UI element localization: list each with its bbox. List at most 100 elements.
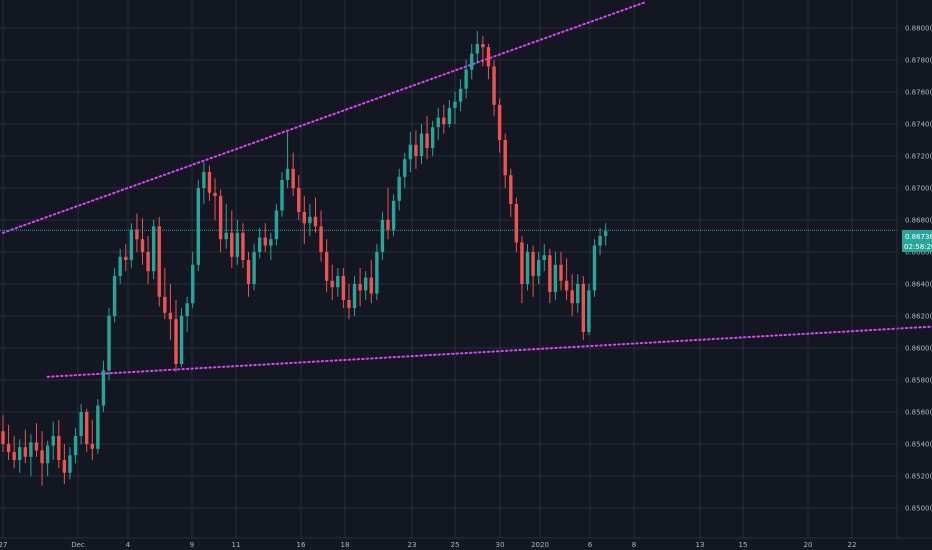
candle: [425, 116, 429, 160]
candle: [157, 216, 161, 307]
candle-body: [196, 188, 200, 265]
candle: [274, 204, 279, 246]
candle-body: [403, 159, 407, 177]
candle: [168, 284, 173, 340]
candle-body: [313, 216, 318, 227]
candle: [330, 264, 334, 300]
candle-body: [168, 312, 173, 320]
candle: [18, 439, 22, 473]
y-tick-label: 0.86800: [905, 217, 932, 225]
countdown-label: 02:58:20: [904, 243, 932, 251]
current-price-label: 0.86736: [905, 233, 932, 241]
candle-body: [101, 370, 106, 406]
candle-body: [230, 232, 234, 257]
candle: [263, 223, 267, 252]
candle: [598, 228, 602, 256]
candle: [364, 271, 368, 300]
candle: [280, 172, 284, 217]
candle-body: [458, 88, 463, 102]
candle-body: [531, 252, 535, 276]
candle-body: [447, 108, 452, 124]
candle: [118, 248, 122, 284]
y-tick-label: 0.86200: [905, 313, 932, 321]
candle: [140, 218, 145, 265]
trendline-upper-resistance[interactable]: [2, 1, 646, 234]
candle: [458, 79, 463, 112]
candle: [576, 274, 580, 313]
candle: [224, 204, 228, 249]
candle: [587, 284, 591, 336]
candle-body: [185, 303, 189, 316]
x-tick-label: 30: [496, 541, 505, 549]
candle-body: [514, 204, 519, 243]
candle-body: [341, 276, 346, 300]
y-tick-label: 0.86600: [905, 249, 932, 257]
candle-body: [570, 290, 574, 304]
candle: [246, 252, 251, 297]
x-tick-label: Dec: [71, 541, 85, 549]
candle: [291, 152, 295, 196]
candle: [129, 223, 134, 268]
candle-body: [542, 255, 546, 260]
x-tick-label: 9: [190, 541, 194, 549]
candle: [419, 124, 424, 164]
candle: [481, 36, 485, 67]
candle-body: [430, 127, 435, 148]
candle-body: [90, 444, 94, 449]
candle: [369, 260, 373, 304]
x-tick-label: 2020: [531, 541, 549, 549]
candle: [218, 189, 223, 252]
candle-body: [146, 252, 150, 272]
candle-body: [330, 280, 334, 288]
candle: [252, 244, 256, 291]
candle: [341, 268, 346, 308]
candle-body: [34, 442, 39, 451]
x-tick-label: 16: [297, 541, 306, 549]
candle-body: [308, 216, 312, 224]
price-axis[interactable]: 0.88000 0.87800 0.87600 0.87400 0.87200 0.870…: [905, 25, 932, 513]
candle-body: [29, 442, 33, 457]
candle-body: [397, 176, 401, 201]
candle-body: [520, 242, 524, 284]
candle: [403, 152, 407, 188]
x-tick-label: 20: [804, 541, 813, 549]
candle-body: [274, 210, 279, 240]
candle: [503, 133, 507, 188]
candle: [269, 232, 273, 260]
candle: [436, 108, 440, 140]
x-tick-label: 18: [341, 541, 350, 549]
time-axis[interactable]: 27 Dec 4 9 11 16 18 23 25 30 2020 6 8 13 15 20 22: [0, 541, 856, 549]
candle: [174, 300, 178, 372]
candle-body: [51, 436, 55, 446]
candle: [564, 258, 569, 300]
candle-body: [492, 66, 496, 105]
candle: [285, 132, 290, 188]
candle: [90, 420, 94, 460]
candle-body: [285, 168, 290, 180]
candle: [202, 162, 206, 204]
candle: [308, 204, 312, 236]
candle: [497, 98, 502, 153]
candle: [391, 194, 396, 236]
trendline-lower-support[interactable]: [46, 319, 932, 378]
candle: [324, 239, 329, 292]
candle: [447, 100, 452, 128]
candle-body: [40, 450, 44, 464]
candle: [548, 248, 552, 304]
candle-body: [124, 256, 128, 260]
candle: [553, 252, 558, 300]
candle: [191, 252, 195, 308]
candle: [397, 168, 401, 211]
candle: [207, 165, 212, 201]
candle-body: [559, 264, 563, 281]
y-tick-label: 0.88000: [905, 25, 932, 33]
y-tick-label: 0.87400: [905, 121, 932, 129]
candle: [453, 92, 457, 124]
candle: [107, 308, 111, 380]
x-tick-label: 22: [848, 541, 857, 549]
candle-body: [18, 447, 22, 460]
x-tick-label: 4: [126, 541, 131, 549]
candle: [1, 415, 5, 452]
candle-body: [257, 237, 262, 252]
